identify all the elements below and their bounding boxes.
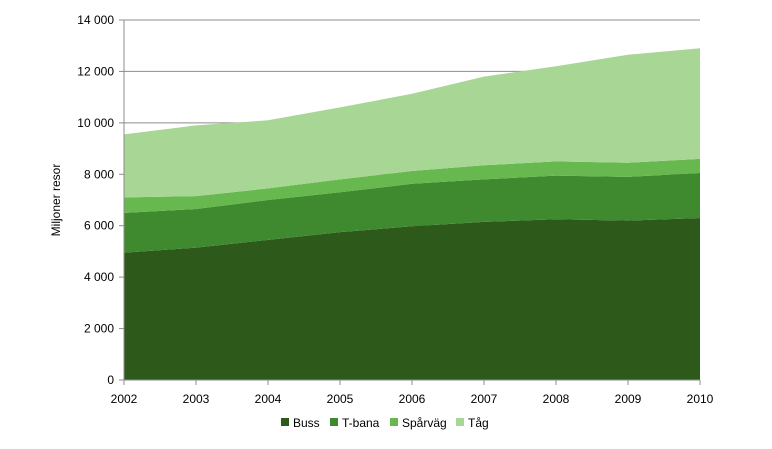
- legend-swatch: [390, 418, 398, 426]
- legend-swatch: [456, 418, 464, 426]
- y-tick-label: 6 000: [84, 219, 114, 233]
- y-tick-label: 10 000: [77, 116, 114, 130]
- y-tick-label: 4 000: [84, 270, 114, 284]
- y-tick-labels: 0 2 000 4 000 6 000 8 000 10 000 12 000 14 000: [77, 13, 114, 387]
- x-tick-label: 2009: [615, 392, 642, 406]
- x-tick-label: 2010: [687, 392, 714, 406]
- legend-label: Tåg: [468, 416, 489, 430]
- x-tick-label: 2002: [111, 392, 138, 406]
- legend-label: Spårväg: [402, 416, 447, 430]
- x-tick-label: 2003: [183, 392, 210, 406]
- y-tick-label: 14 000: [77, 13, 114, 27]
- x-tick-label: 2006: [399, 392, 426, 406]
- y-tick-label: 2 000: [84, 322, 114, 336]
- y-tick-label: 0: [107, 373, 114, 387]
- x-tick-label: 2007: [471, 392, 498, 406]
- area-series-sp-rv-g: [124, 158, 700, 213]
- x-tick-label: 2005: [327, 392, 354, 406]
- y-tick-label: 8 000: [84, 167, 114, 181]
- area-series-t-bana: [124, 173, 700, 253]
- y-tick-label: 12 000: [77, 64, 114, 78]
- area-series-buss: [124, 218, 700, 380]
- legend-label: T-bana: [342, 416, 380, 430]
- legend: Buss T-bana Spårväg Tåg: [281, 416, 489, 430]
- area-series-group: [124, 48, 700, 380]
- x-tick-label: 2004: [255, 392, 282, 406]
- legend-label: Buss: [293, 416, 320, 430]
- legend-swatch: [330, 418, 338, 426]
- legend-swatch: [281, 418, 289, 426]
- x-tick-labels: 2002 2003 2004 2005 2006 2007 2008 2009 2010: [111, 392, 714, 406]
- axes: [119, 19, 701, 385]
- y-axis-title: Miljoner resor: [49, 164, 63, 237]
- x-tick-label: 2008: [543, 392, 570, 406]
- area-series-t-g: [124, 48, 700, 198]
